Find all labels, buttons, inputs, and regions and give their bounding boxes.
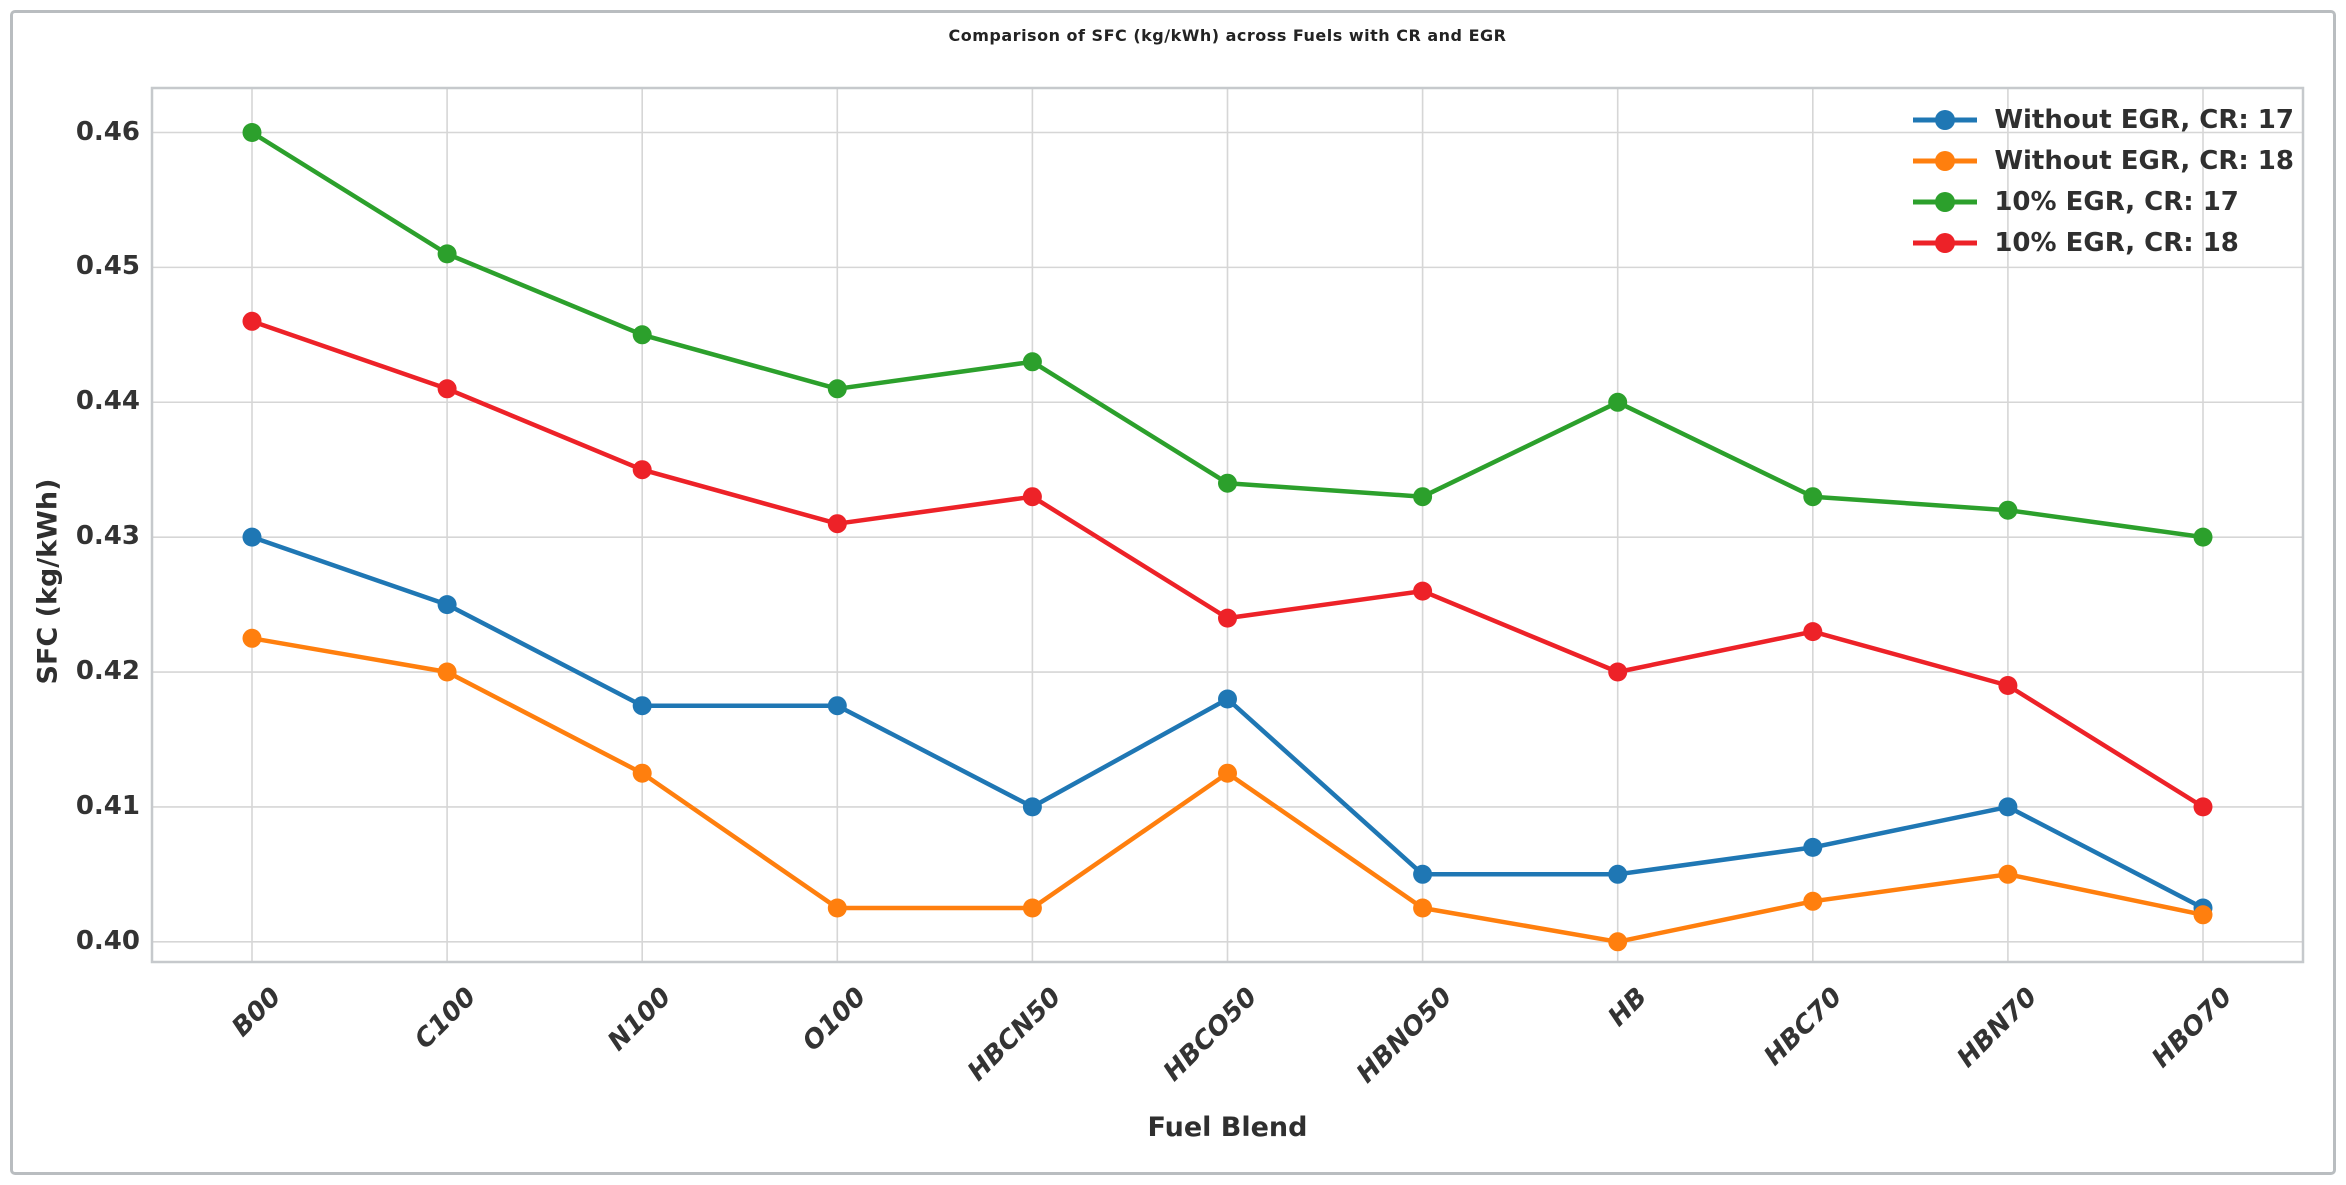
y-tick-label: 0.43: [75, 521, 140, 552]
plot-border: [150, 86, 2305, 964]
x-axis-title: Fuel Blend: [1147, 1112, 1308, 1143]
y-tick-label: 0.42: [75, 656, 140, 686]
y-tick-label: 0.45: [75, 251, 140, 282]
y-tick-label: 0.41: [75, 790, 140, 821]
data-point: [827, 696, 847, 716]
legend-item: 10% EGR, CR: 17: [1910, 186, 2294, 218]
data-point: [437, 662, 457, 682]
data-point: [1608, 932, 1628, 952]
data-point: [1998, 500, 2018, 520]
legend-label: Without EGR, CR: 18: [1994, 146, 2294, 176]
legend-label: 10% EGR, CR: 18: [1994, 228, 2239, 258]
data-point: [632, 763, 652, 783]
data-point: [1413, 581, 1433, 601]
data-point: [632, 325, 652, 345]
data-point: [437, 244, 457, 264]
data-point: [1022, 898, 1042, 918]
data-point: [632, 696, 652, 716]
legend-marker-icon: [1913, 151, 1978, 171]
legend-marker-icon: [1913, 233, 1978, 253]
data-point: [1803, 891, 1823, 911]
chart-title: Comparison of SFC (kg/kWh) across Fuels …: [948, 26, 1507, 45]
data-point: [1413, 864, 1433, 884]
legend-item: 10% EGR, CR: 18: [1910, 227, 2294, 259]
data-point: [1998, 676, 2018, 695]
legend-item: Without EGR, CR: 17: [1910, 104, 2294, 136]
data-point: [242, 123, 262, 142]
data-point: [1998, 864, 2018, 884]
data-point: [2193, 527, 2213, 547]
data-point: [1998, 797, 2018, 817]
data-point: [242, 311, 262, 331]
data-point: [1022, 487, 1042, 507]
data-point: [242, 527, 262, 547]
data-point: [827, 898, 847, 918]
legend-label: 10% EGR, CR: 17: [1994, 187, 2239, 217]
data-point: [1218, 473, 1237, 493]
legend: Without EGR, CR: 17 Without EGR, CR: 18 10…: [1910, 104, 2294, 259]
legend-label: Without EGR, CR: 17: [1994, 105, 2294, 135]
data-point: [1803, 837, 1823, 857]
data-point: [2193, 797, 2213, 817]
data-point: [827, 514, 847, 534]
y-tick-label: 0.44: [75, 386, 140, 417]
data-point: [1218, 763, 1237, 783]
data-point: [632, 460, 652, 480]
data-point: [1608, 662, 1628, 682]
data-point: [1413, 898, 1433, 918]
legend-marker-icon: [1913, 192, 1978, 212]
y-tick-label: 0.46: [75, 116, 140, 147]
legend-marker-icon: [1913, 110, 1978, 130]
data-point: [1803, 487, 1823, 507]
data-point: [1608, 392, 1628, 412]
data-point: [1608, 864, 1628, 884]
legend-item: Without EGR, CR: 18: [1910, 145, 2294, 177]
data-point: [1022, 352, 1042, 372]
data-point: [242, 628, 262, 648]
data-point: [2193, 905, 2213, 925]
data-point: [1218, 689, 1237, 709]
data-point: [1413, 487, 1433, 507]
data-point: [827, 379, 847, 399]
data-point: [1218, 608, 1237, 628]
data-point: [437, 595, 457, 615]
data-point: [1022, 797, 1042, 817]
y-tick-label: 0.40: [75, 925, 140, 956]
data-point: [437, 379, 457, 399]
data-point: [1803, 622, 1823, 642]
